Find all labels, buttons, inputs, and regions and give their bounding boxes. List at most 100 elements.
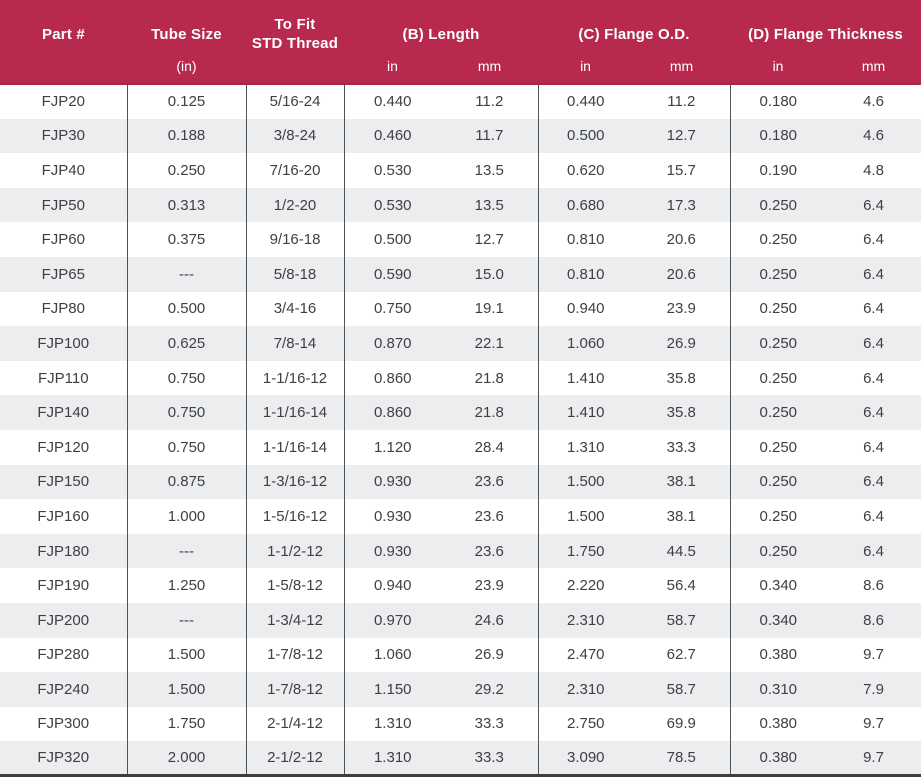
- cell-flange-od-in: 1.500: [537, 499, 634, 534]
- table-row: FJP190 1.250 1-5/8-12 0.940 23.9 2.220 56.4 0.3…: [0, 568, 921, 603]
- cell-std-thread: 1-5/8-12: [245, 568, 344, 603]
- cell-std-thread: 5/8-18: [245, 256, 344, 292]
- unit-flange-thickness-mm: mm: [826, 58, 921, 85]
- cell-std-thread: 1-3/16-12: [245, 464, 344, 500]
- cell-flange-thickness-mm: 7.9: [826, 672, 921, 707]
- unit-flange-od-in: in: [538, 58, 634, 85]
- cell-length-mm: 23.9: [441, 568, 539, 603]
- cell-part: FJP280: [0, 637, 127, 673]
- cell-length-in: 1.310: [343, 741, 441, 776]
- unit-flange-od-mm: mm: [633, 58, 731, 85]
- cell-flange-od-in: 1.410: [537, 360, 634, 396]
- cell-flange-od-mm: 35.8: [633, 395, 731, 430]
- cell-flange-thickness-mm: 8.6: [826, 568, 921, 603]
- cell-length-mm: 23.6: [441, 533, 539, 569]
- cell-flange-od-mm: 56.4: [633, 568, 731, 603]
- table-header: Part # Tube Size To Fit STD Thread (B) L…: [0, 0, 921, 85]
- cell-length-in: 0.940: [343, 568, 441, 603]
- cell-flange-od-in: 2.310: [537, 672, 634, 707]
- cell-flange-od-mm: 58.7: [633, 602, 731, 638]
- cell-flange-thickness-mm: 6.4: [826, 326, 921, 361]
- cell-length-mm: 11.2: [441, 84, 539, 119]
- cell-flange-thickness-in: 0.250: [729, 429, 827, 465]
- cell-length-in: 0.870: [343, 326, 441, 361]
- cell-flange-od-in: 0.620: [537, 153, 634, 188]
- table-row: FJP180 --- 1-1/2-12 0.930 23.6 1.750 44.5 0.250…: [0, 533, 921, 569]
- cell-flange-thickness-mm: 6.4: [826, 222, 921, 257]
- cell-flange-thickness-mm: 6.4: [826, 464, 921, 500]
- cell-part: FJP180: [0, 533, 127, 569]
- cell-flange-od-mm: 20.6: [633, 222, 731, 257]
- unit-flange-thickness-in: in: [730, 58, 827, 85]
- cell-flange-od-in: 0.940: [537, 291, 634, 327]
- table-row: FJP140 0.750 1-1/16-14 0.860 21.8 1.410 35.8 0.…: [0, 395, 921, 430]
- cell-flange-thickness-in: 0.250: [729, 464, 827, 500]
- cell-part: FJP20: [0, 84, 127, 119]
- cell-flange-thickness-mm: 6.4: [826, 256, 921, 292]
- cell-part: FJP40: [0, 153, 127, 188]
- cell-flange-thickness-in: 0.190: [729, 153, 827, 188]
- cell-flange-thickness-mm: 9.7: [826, 637, 921, 673]
- header-std-thread-line1: To Fit: [274, 16, 316, 33]
- cell-std-thread: 1-5/16-12: [245, 499, 344, 534]
- cell-flange-od-in: 1.060: [537, 326, 634, 361]
- cell-length-mm: 33.3: [441, 741, 539, 776]
- cell-tube-size-in: 0.250: [126, 153, 246, 188]
- cell-flange-od-mm: 38.1: [633, 499, 731, 534]
- cell-flange-od-mm: 35.8: [633, 360, 731, 396]
- cell-length-mm: 28.4: [441, 429, 539, 465]
- table-body: FJP20 0.125 5/16-24 0.440 11.2 0.440 11.2 0.180…: [0, 84, 921, 776]
- table-row: FJP200 --- 1-3/4-12 0.970 24.6 2.310 58.7 0.340…: [0, 602, 921, 638]
- cell-tube-size-in: ---: [126, 533, 246, 569]
- cell-length-mm: 33.3: [441, 706, 539, 742]
- cell-flange-thickness-in: 0.380: [729, 741, 827, 776]
- table-row: FJP20 0.125 5/16-24 0.440 11.2 0.440 11.2 0.180…: [0, 84, 921, 119]
- cell-flange-thickness-in: 0.180: [729, 84, 827, 119]
- table-row: FJP100 0.625 7/8-14 0.870 22.1 1.060 26.9 0.250…: [0, 326, 921, 361]
- unit-length-mm: mm: [441, 58, 539, 85]
- cell-tube-size-in: 1.500: [126, 637, 246, 673]
- unit-tube-size: (in): [127, 58, 246, 85]
- cell-flange-od-mm: 38.1: [633, 464, 731, 500]
- cell-flange-od-mm: 33.3: [633, 429, 731, 465]
- cell-std-thread: 1-3/4-12: [245, 602, 344, 638]
- cell-flange-thickness-in: 0.250: [729, 499, 827, 534]
- cell-length-mm: 13.5: [441, 153, 539, 188]
- cell-tube-size-in: 1.250: [126, 568, 246, 603]
- cell-flange-thickness-mm: 9.7: [826, 706, 921, 742]
- cell-length-mm: 11.7: [441, 118, 539, 154]
- cell-length-mm: 29.2: [441, 672, 539, 707]
- cell-flange-od-in: 0.500: [537, 118, 634, 154]
- cell-flange-od-mm: 17.3: [633, 187, 731, 223]
- cell-part: FJP60: [0, 222, 127, 257]
- cell-part: FJP240: [0, 672, 127, 707]
- unit-length-in: in: [344, 58, 441, 85]
- unit-part-blank: [0, 58, 127, 85]
- cell-flange-od-mm: 69.9: [633, 706, 731, 742]
- cell-part: FJP120: [0, 429, 127, 465]
- table-row: FJP240 1.500 1-7/8-12 1.150 29.2 2.310 58.7 0.3…: [0, 672, 921, 707]
- cell-flange-od-in: 1.750: [537, 533, 634, 569]
- cell-flange-thickness-in: 0.250: [729, 256, 827, 292]
- cell-tube-size-in: 0.188: [126, 118, 246, 154]
- cell-length-in: 0.930: [343, 464, 441, 500]
- cell-flange-od-in: 1.500: [537, 464, 634, 500]
- table-row: FJP50 0.313 1/2-20 0.530 13.5 0.680 17.3 0.250 6…: [0, 187, 921, 223]
- cell-tube-size-in: ---: [126, 602, 246, 638]
- cell-std-thread: 3/8-24: [245, 118, 344, 154]
- table-row: FJP280 1.500 1-7/8-12 1.060 26.9 2.470 62.7 0.3…: [0, 637, 921, 673]
- header-std-thread: To Fit STD Thread: [246, 0, 344, 58]
- table-row: FJP30 0.188 3/8-24 0.460 11.7 0.500 12.7 0.180 4…: [0, 118, 921, 154]
- cell-length-in: 0.930: [343, 499, 441, 534]
- cell-flange-od-mm: 26.9: [633, 326, 731, 361]
- cell-flange-thickness-in: 0.250: [729, 291, 827, 327]
- cell-tube-size-in: 0.750: [126, 429, 246, 465]
- header-flange-thickness: (D) Flange Thickness: [730, 0, 921, 58]
- cell-length-mm: 22.1: [441, 326, 539, 361]
- cell-part: FJP200: [0, 602, 127, 638]
- cell-part: FJP320: [0, 741, 127, 776]
- cell-flange-thickness-mm: 4.6: [826, 118, 921, 154]
- table-row: FJP320 2.000 2-1/2-12 1.310 33.3 3.090 78.5 0.3…: [0, 741, 921, 776]
- cell-flange-od-in: 2.750: [537, 706, 634, 742]
